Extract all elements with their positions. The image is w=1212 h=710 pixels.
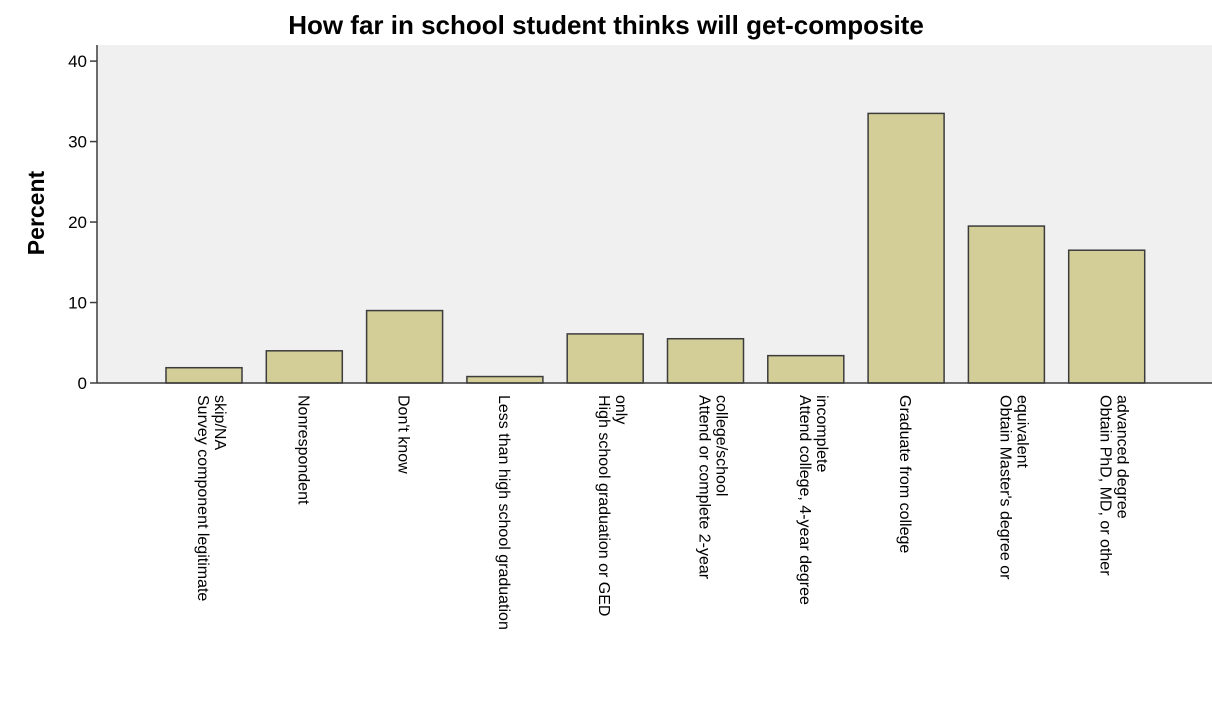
bar [265,350,344,384]
bar [566,333,644,384]
bar [1067,249,1146,384]
x-tick-label: High school graduation or GEDonly [595,395,629,616]
x-tick-label: Don't know [395,395,412,474]
bars [165,112,1146,384]
y-axis-label: Percent [23,170,49,255]
chart-title: How far in school student thinks will ge… [288,10,924,40]
x-tick-label: Graduate from college [896,395,913,553]
x-tick-label: Survey component legitimateskip/NA [194,395,228,601]
bar [466,375,544,384]
x-tick-label: Attend or complete 2-yearcollege/school [696,395,730,580]
x-tick-label: Nonrespondent [294,395,311,505]
y-axis-ticks: 0 10 20 30 40 [68,52,97,393]
x-tick-label: Obtain Master's degree orequivalent [996,395,1030,580]
x-tick-label: Attend college, 4-year degreeincomplete [796,395,830,605]
y-tick-label: 40 [68,52,87,71]
y-tick-label: 20 [68,213,87,232]
y-tick-label: 10 [68,294,87,313]
bar [767,354,845,384]
y-tick-label: 30 [68,133,87,152]
category-labels: Survey component legitimateskip/NA Nonres… [194,395,1131,630]
bar [867,112,945,384]
bar [165,366,243,384]
x-tick-label: Less than high school graduation [495,395,512,630]
x-tick-label: Obtain PhD, MD, or otheradvanced degree [1097,395,1131,576]
bar [666,337,745,384]
bar [967,225,1046,384]
y-tick-label: 0 [78,374,87,393]
bar [365,309,444,384]
